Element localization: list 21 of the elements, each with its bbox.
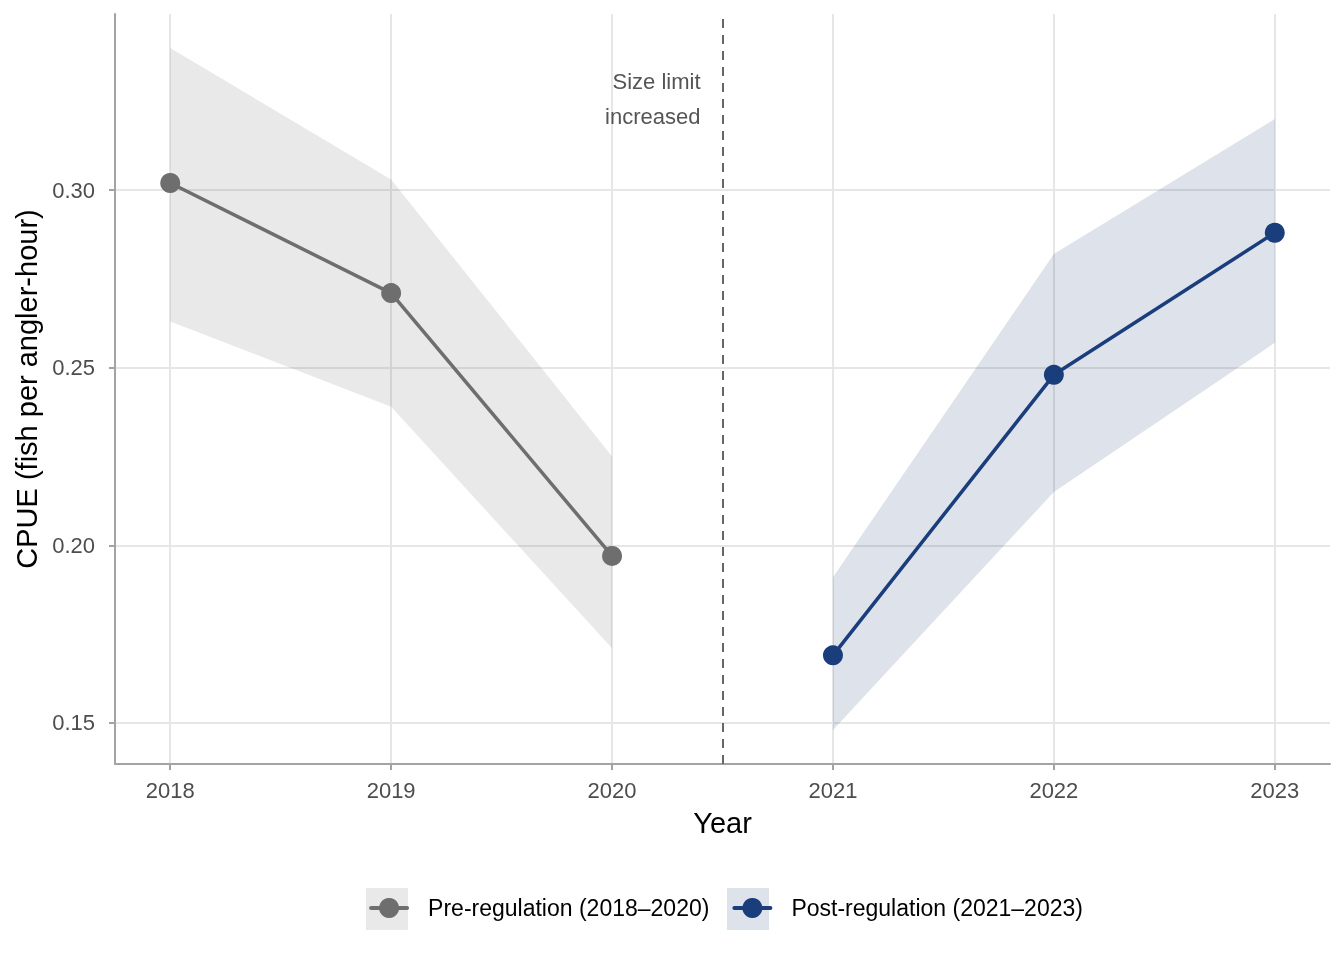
x-tick-label: 2023: [1250, 777, 1300, 803]
x-tick-label: 2021: [808, 777, 858, 803]
y-tick-label: 0.20: [52, 532, 95, 558]
point: [822, 645, 843, 666]
x-axis-title: Year: [693, 806, 753, 839]
legend-label: Post-regulation (2021–2023): [791, 895, 1083, 921]
y-tick-label: 0.30: [52, 177, 95, 203]
x-tick-label: 2022: [1029, 777, 1079, 803]
y-tick-label: 0.25: [52, 355, 95, 381]
point: [1043, 364, 1064, 385]
point: [381, 283, 402, 304]
x-tick-label: 2018: [145, 777, 195, 803]
point: [160, 173, 181, 194]
point: [1264, 222, 1285, 243]
point: [602, 545, 623, 566]
legend-label: Pre-regulation (2018–2020): [428, 895, 710, 921]
x-tick-label: 2019: [366, 777, 416, 803]
ref-line-label: Size limit increased: [605, 69, 701, 129]
x-tick-label: 2020: [587, 777, 637, 803]
y-axis-title: CPUE (fish per angler-hour): [10, 209, 43, 569]
y-tick-label: 0.15: [52, 710, 95, 736]
